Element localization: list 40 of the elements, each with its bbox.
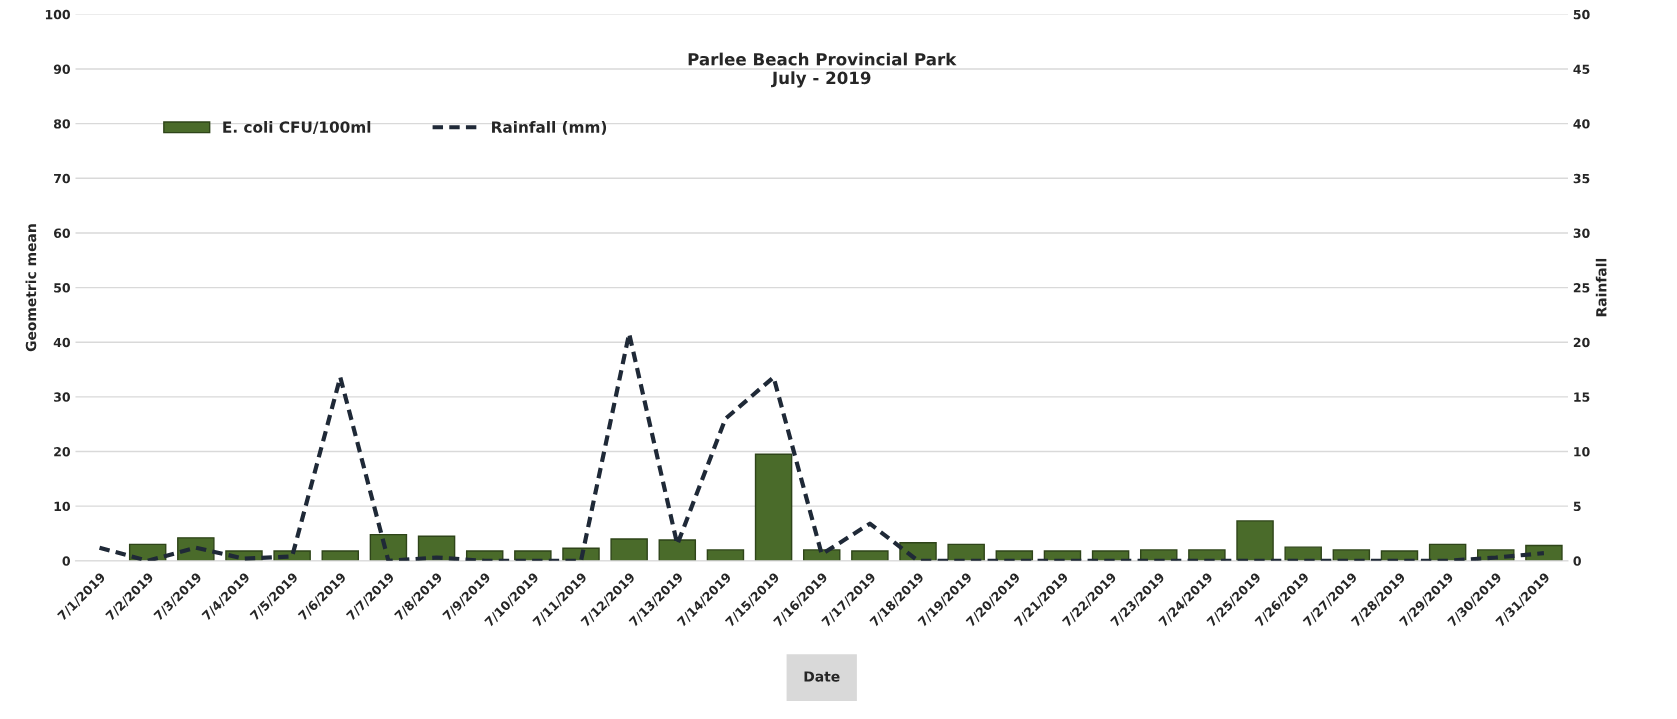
y-tick-label: 60 (53, 228, 71, 238)
bar (514, 550, 552, 561)
bar (706, 549, 745, 561)
bar (610, 538, 648, 561)
bar (851, 550, 889, 561)
y2-tick-label: 5 (1573, 501, 1581, 512)
legend-label: E. coli CFU/100ml (223, 121, 371, 135)
y-tick-label: 40 (53, 337, 71, 348)
y2-tick-label: 25 (1573, 283, 1590, 293)
y-tick-label: 0 (62, 556, 71, 566)
y2-axis-title: Rainfall (1595, 258, 1607, 317)
y-axis-title: Geometric mean (25, 224, 37, 352)
bar (658, 539, 697, 561)
y-tick-label: 80 (53, 119, 71, 129)
y-tick-label: 50 (54, 283, 71, 293)
y-tick-label: 70 (54, 173, 71, 184)
y2-tick-label: 15 (1574, 392, 1590, 402)
y2-tick-label: 0 (1573, 556, 1581, 566)
y2-tick-label: 45 (1573, 64, 1590, 74)
bar (754, 453, 793, 561)
y-tick-label: 10 (54, 501, 71, 512)
y2-tick-label: 40 (1573, 119, 1590, 129)
text: Parlee Beach Provincial Park July - 2019 (688, 52, 957, 88)
y2-tick-label: 20 (1573, 337, 1590, 348)
bar (321, 550, 360, 561)
legend-label: Rainfall (mm) (492, 121, 607, 135)
x-axis-title: Date (804, 671, 840, 682)
y2-tick-label: 30 (1573, 228, 1590, 238)
bar (1140, 549, 1178, 561)
y2-tick-label: 50 (1573, 9, 1590, 20)
y-tick-label: 100 (45, 9, 71, 20)
y-tick-label: 30 (54, 392, 71, 402)
bar (947, 543, 985, 561)
bar (1236, 520, 1274, 561)
y2-tick-label: 35 (1573, 173, 1590, 184)
bar (1284, 546, 1322, 561)
y-tick-label: 20 (54, 447, 71, 457)
y-tick-label: 90 (53, 64, 71, 74)
y2-tick-label: 10 (1574, 447, 1590, 457)
bar (1188, 549, 1226, 561)
